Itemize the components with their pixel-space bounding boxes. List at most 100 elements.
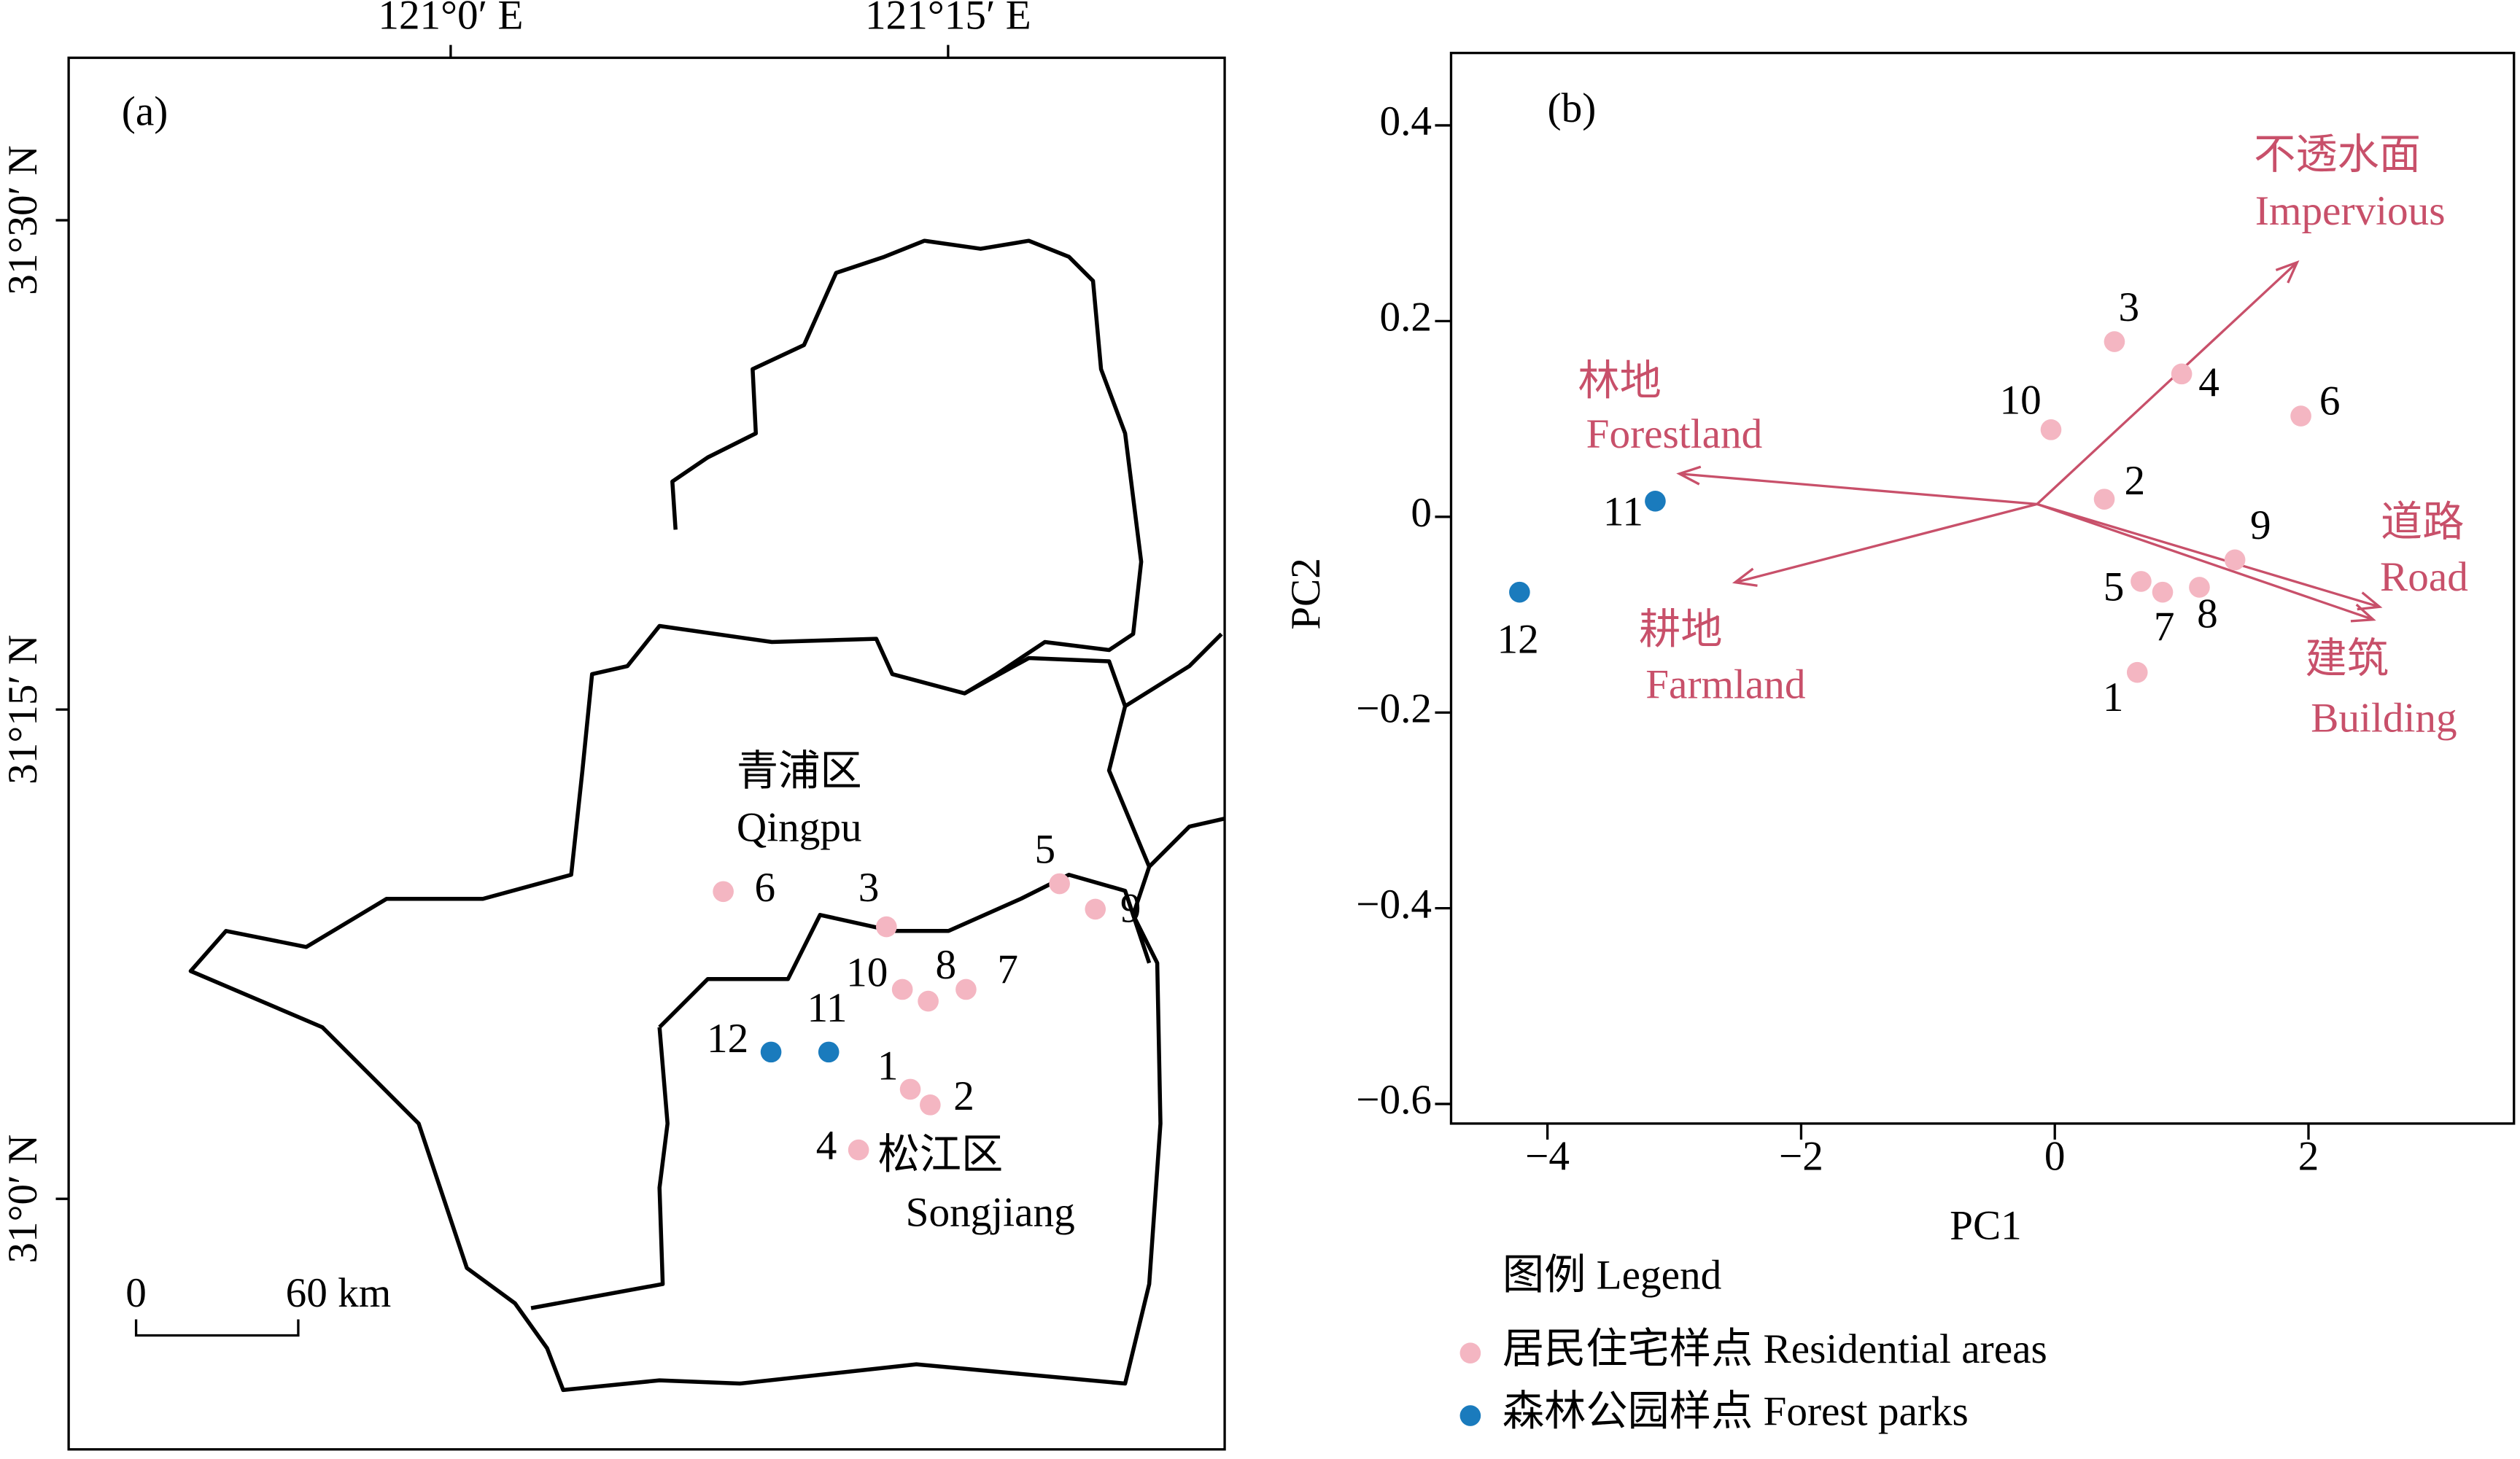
site-label: 3 [858, 865, 880, 911]
legend-title: 图例 Legend [1503, 1253, 1721, 1299]
site-point [2093, 489, 2115, 510]
site-point [2224, 549, 2246, 571]
site-label: 4 [816, 1123, 837, 1169]
map-frame [67, 56, 1226, 1451]
legend-marker [1459, 1342, 1481, 1364]
site-point [1085, 898, 1106, 920]
loading-label-en: Building [2311, 696, 2457, 742]
loading-label-cn: 建筑 [2306, 636, 2389, 682]
y-tick-label: 0 [1411, 490, 1432, 536]
site-point [2171, 363, 2193, 385]
site-label: 7 [2154, 604, 2175, 650]
loading-arrow [1676, 465, 2038, 506]
x-tick-label: 0 [2044, 1134, 2066, 1180]
site-label: 12 [1497, 617, 1539, 663]
north-district [670, 238, 1144, 696]
y-tick-label: 31°15′ N [0, 634, 46, 784]
site-label: 4 [2198, 360, 2219, 406]
loading-arrow [2036, 260, 2300, 505]
site-label: 9 [1120, 885, 1141, 931]
district-en: Qingpu [737, 804, 862, 850]
site-point [899, 1078, 921, 1100]
loading-label-en: Impervious [2255, 188, 2446, 234]
panel-label: (a) [122, 89, 168, 135]
y-axis-title: PC2 [1283, 558, 1329, 630]
site-label: 2 [953, 1073, 974, 1119]
inner-boundary [658, 872, 1152, 1029]
site-point [2131, 571, 2152, 592]
y-tick-label: −0.4 [1356, 882, 1432, 927]
site-point [1049, 873, 1070, 895]
legend-label: 居民住宅样点 Residential areas [1503, 1326, 2047, 1372]
x-axis-title: PC1 [1950, 1202, 2022, 1248]
site-label: 7 [997, 946, 1018, 992]
scale-bar [134, 1319, 300, 1337]
legend-marker [1459, 1405, 1481, 1426]
site-label: 5 [1035, 826, 1056, 872]
songjiang-west [530, 1027, 670, 1310]
site-label: 5 [2104, 564, 2125, 610]
site-point [1645, 491, 1666, 512]
site-label: 2 [2125, 458, 2146, 504]
x-tick-label: 2 [2298, 1134, 2319, 1180]
y-tick-label: 31°0′ N [0, 1135, 46, 1264]
loading-label-cn: 林地 [1578, 358, 1661, 404]
site-label: 8 [936, 942, 957, 988]
site-point [918, 990, 939, 1012]
site-label: 12 [707, 1016, 748, 1062]
x-tick-label: 121°15′ E [865, 0, 1031, 39]
loading-arrow [2036, 502, 2376, 623]
x-tick-label: −2 [1779, 1134, 1823, 1180]
site-point [876, 916, 897, 938]
site-label: 11 [807, 985, 847, 1031]
site-point [848, 1139, 869, 1161]
site-label: 1 [2103, 674, 2124, 720]
site-label: 11 [1603, 489, 1643, 534]
site-point [2104, 331, 2125, 352]
panel-label: (b) [1548, 85, 1597, 131]
site-label: 8 [2197, 591, 2218, 637]
legend-label: 森林公园样点 Forest parks [1503, 1389, 1969, 1435]
east-edge [1124, 632, 1225, 868]
site-point [2290, 405, 2311, 427]
site-label: 10 [2000, 377, 2042, 423]
loading-label-en: Farmland [1645, 662, 1805, 708]
site-point [2040, 419, 2062, 440]
site-point [818, 1041, 840, 1063]
site-label: 3 [2118, 284, 2139, 330]
loading-arrow [2036, 502, 2383, 611]
x-tick-label: −4 [1525, 1134, 1570, 1180]
loading-label-en: Road [2380, 554, 2468, 600]
site-point [760, 1041, 782, 1063]
district-en: Songjiang [906, 1190, 1075, 1236]
district-cn: 松江区 [878, 1132, 1004, 1178]
site-point [2152, 581, 2174, 603]
scale-label: 60 km [286, 1270, 392, 1316]
site-point [891, 978, 913, 1000]
site-point [2126, 661, 2148, 683]
y-tick-label: 31°30′ N [0, 145, 46, 295]
y-tick-label: 0.2 [1380, 295, 1432, 341]
site-point [955, 978, 977, 1000]
site-label: 9 [2250, 502, 2271, 548]
site-label: 1 [877, 1043, 899, 1089]
loading-label-en: Forestland [1586, 411, 1763, 457]
site-point [1509, 581, 1530, 603]
site-point [2189, 577, 2210, 598]
district-cn: 青浦区 [737, 748, 862, 794]
site-point [713, 881, 734, 903]
loading-label-cn: 耕地 [1639, 607, 1722, 653]
loading-label-cn: 道路 [2381, 499, 2464, 545]
site-label: 6 [755, 865, 776, 911]
site-label: 10 [846, 950, 888, 996]
y-tick-label: −0.6 [1356, 1077, 1432, 1123]
x-tick-label: 121°0′ E [378, 0, 523, 39]
scale-label: 0 [125, 1270, 147, 1316]
y-tick-label: 0.4 [1380, 98, 1432, 144]
loading-arrow [1732, 502, 2038, 587]
boundaries [188, 238, 1225, 1393]
y-tick-label: −0.2 [1356, 685, 1432, 731]
site-label: 6 [2319, 378, 2341, 424]
plot-frame [1449, 51, 2516, 1125]
